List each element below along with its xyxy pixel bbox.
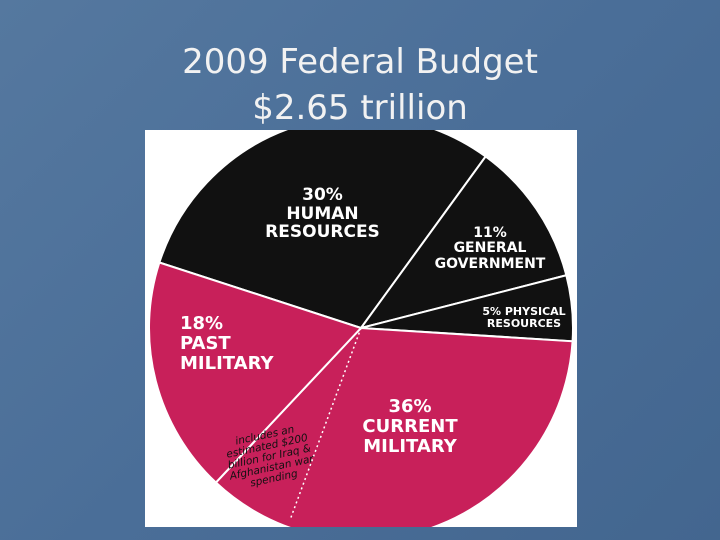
value-label: 5% [482, 305, 501, 318]
category-label: GENERAL GOVERNMENT [434, 240, 546, 272]
pie-slice [358, 155, 568, 330]
chart-subtitle: $2.65 trillion [252, 88, 468, 128]
category-label: CURRENT MILITARY [362, 415, 458, 457]
value-label: 30% [302, 185, 343, 205]
slice-label: 36% CURRENT MILITARY [335, 397, 485, 456]
slice-label: 5% PHYSICAL RESOURCES [476, 305, 572, 331]
slice-label: 11% GENERAL GOVERNMENT [420, 225, 560, 272]
category-label: PAST MILITARY [180, 332, 274, 374]
value-label: 18% [180, 313, 224, 334]
pie-slice [158, 130, 488, 330]
category-label: PHYSICAL RESOURCES [486, 305, 566, 331]
chart-title: 2009 Federal Budget [182, 42, 538, 82]
pie [148, 130, 574, 527]
divider [289, 327, 362, 521]
category-label: HUMAN RESOURCES [265, 203, 380, 243]
value-label: 11% [473, 225, 507, 241]
pie-slice [214, 326, 574, 527]
slice-label: 30% HUMAN RESOURCES [250, 186, 395, 242]
pie-slice [148, 261, 363, 484]
value-label: 36% [388, 396, 432, 417]
slice-label: 18% PAST MILITARY [180, 314, 300, 373]
